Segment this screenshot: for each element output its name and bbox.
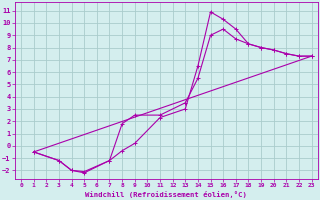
X-axis label: Windchill (Refroidissement éolien,°C): Windchill (Refroidissement éolien,°C) <box>85 191 247 198</box>
